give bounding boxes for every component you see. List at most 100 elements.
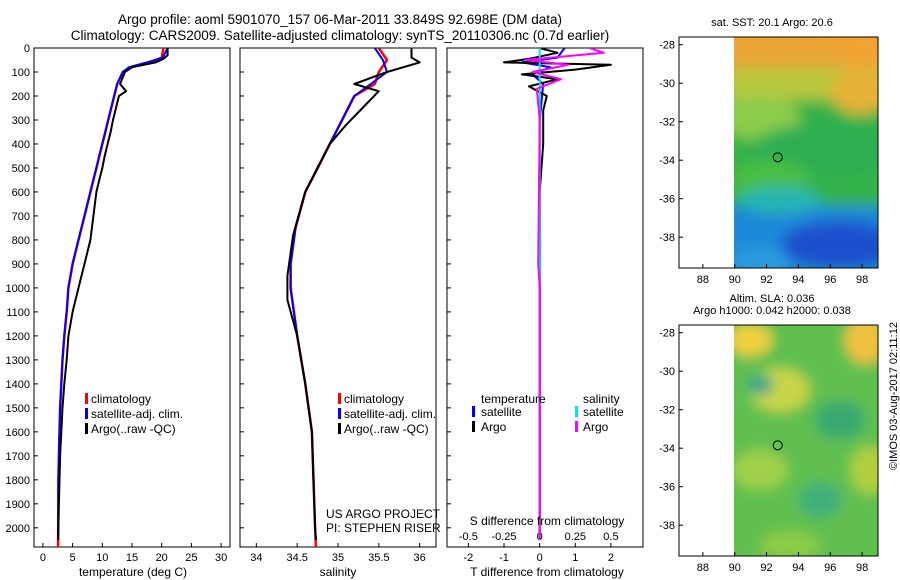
depth-tick-label: 1700	[6, 451, 30, 463]
legend-swatch-t-satellite	[472, 406, 475, 417]
series-argo-raw-qc-	[57, 48, 169, 540]
temperature-axes-frame	[33, 47, 231, 548]
depth-tick-label: 1200	[6, 331, 30, 343]
series-salinity-argo	[524, 48, 605, 540]
map-x-tick-label: 92	[760, 562, 772, 574]
depth-tick-label: 1400	[6, 379, 30, 391]
depth-tick-label: 900	[12, 259, 30, 271]
legend-label-satellite: satellite-adj. clim.	[91, 407, 183, 421]
x-tick-label: 35	[332, 552, 344, 564]
salinity-axes-frame	[239, 47, 437, 548]
map-x-tick-label: 98	[856, 274, 868, 286]
argo-location-marker	[772, 440, 783, 451]
difference-x-ticks: -2 -1 0 1 2	[447, 47, 614, 564]
map-x-tick-label: 92	[760, 274, 772, 286]
map-x-tick-label: 96	[824, 274, 836, 286]
map-x-tick-label: 88	[697, 562, 709, 574]
x-tick-label: 10	[96, 552, 108, 564]
map-x-tick-label: 94	[792, 562, 804, 574]
legend-swatch-climatology	[338, 393, 341, 404]
sst-map-title: sat. SST: 20.1 Argo: 20.6	[711, 17, 833, 29]
legend-swatch-satellite	[85, 408, 88, 419]
legend-label-argo: Argo(..raw -QC)	[91, 422, 176, 436]
figure-title-line1: Argo profile: aoml 5901070_157 06-Mar-20…	[117, 12, 563, 27]
depth-tick-label: 1900	[6, 499, 30, 511]
x-tick-label: 5	[70, 552, 76, 564]
sla-map-panel: Altim. SLA: 0.036 Argo h1000: 0.042 h200…	[659, 293, 879, 574]
depth-tick-label: 700	[12, 211, 30, 223]
depth-tick-label: 400	[12, 139, 30, 151]
map-x-tick-label: 90	[729, 274, 741, 286]
depth-tick-label: 1800	[6, 475, 30, 487]
salinity-panel: 34 34.5 35 35.5 36 salinity climatology sate…	[239, 47, 441, 579]
temperature-lines	[56, 48, 169, 547]
depth-tick-label: 800	[12, 235, 30, 247]
sla-map-frame	[678, 324, 879, 557]
legend-swatch-t-argo	[472, 421, 475, 432]
x-tick-label: 35.5	[368, 552, 389, 564]
difference-xlabel: T difference from climatology	[470, 565, 624, 579]
temperature-depth-ticks: 0 100 200 300 400 500 600 700 800 900 1000 1100 1200…	[6, 43, 38, 535]
map-y-tick-label: -30	[659, 78, 675, 90]
map-y-tick-label: -38	[659, 232, 675, 244]
legend-swatch-s-argo	[575, 421, 578, 432]
x-tick-label: 34	[250, 552, 262, 564]
difference-top-xlabel: S difference from climatology	[470, 514, 625, 528]
s-diff-tick-label: 0.5	[603, 531, 618, 543]
x-tick-label: 15	[126, 552, 138, 564]
map-y-tick-label: -36	[659, 194, 675, 206]
salinity-depth-ticks	[240, 47, 244, 529]
legend-swatch-argo	[338, 423, 341, 434]
depth-tick-label: 2000	[6, 523, 30, 535]
map-y-tick-label: -34	[659, 443, 675, 455]
credit-project: US ARGO PROJECT	[326, 507, 441, 521]
sst-map-frame	[678, 36, 879, 269]
map-x-tick-label: 94	[792, 274, 804, 286]
depth-tick-label: 1300	[6, 355, 30, 367]
series-argo-raw-qc-	[286, 48, 421, 540]
x-tick-label: 0	[537, 552, 543, 564]
sla-map-title-line1: Altim. SLA: 0.036	[730, 293, 815, 305]
depth-tick-label: 100	[12, 67, 30, 79]
s-diff-tick-label: -0.25	[491, 531, 516, 543]
difference-legend: temperature salinity satellite Argo sate…	[472, 392, 624, 434]
difference-lines	[503, 48, 612, 540]
x-tick-label: 25	[185, 552, 197, 564]
difference-panel: -2 -1 0 1 2 -0.5 -0.25 0 0.25 0.5 T difference f…	[446, 47, 644, 579]
depth-tick-label: 600	[12, 187, 30, 199]
map-x-tick-label: 96	[824, 562, 836, 574]
legend-label-climatology: climatology	[91, 392, 151, 406]
sst-map-ticks: 88 90 92 94 96 98 -28 -30 -32 -34 -36 -38	[659, 40, 868, 286]
x-tick-label: -1	[499, 552, 509, 564]
map-y-tick-label: -38	[659, 520, 675, 532]
difference-top-x-ticks: -0.5 -0.25 0 0.25 0.5	[459, 531, 619, 543]
credit-pi: PI: STEPHEN RISER	[326, 521, 441, 535]
map-y-tick-label: -30	[659, 366, 675, 378]
sla-field	[734, 325, 878, 556]
map-y-tick-label: -36	[659, 482, 675, 494]
map-x-tick-label: 98	[856, 562, 868, 574]
sla-map-ticks: 88 90 92 94 96 98 -28 -30 -32 -34 -36 -38	[659, 328, 868, 574]
salinity-lines	[286, 48, 421, 547]
salinity-legend: climatology satellite-adj. clim. Argo(..…	[338, 392, 436, 436]
depth-tick-label: 1100	[6, 307, 30, 319]
salinity-x-ticks: 34 34.5 35 35.5 36	[250, 543, 426, 564]
legend-swatch-climatology	[85, 393, 88, 404]
legend-temperature-heading: temperature	[481, 392, 546, 406]
salinity-xlabel: salinity	[320, 565, 357, 579]
x-tick-label: 36	[414, 552, 426, 564]
legend-swatch-s-satellite	[575, 406, 578, 417]
depth-tick-label: 1600	[6, 427, 30, 439]
x-tick-label: 34.5	[286, 552, 307, 564]
map-y-tick-label: -28	[659, 328, 675, 340]
imos-timestamp: ©IMOS 03-Aug-2017 02:11:12	[888, 322, 900, 470]
temperature-panel: 0100200300400500600700800900100011001200…	[6, 43, 231, 579]
legend-label-s-argo: Argo	[583, 420, 609, 434]
series-satellite-adj-clim-	[57, 48, 169, 540]
depth-tick-label: 200	[12, 91, 30, 103]
legend-swatch-argo	[85, 423, 88, 434]
map-y-tick-label: -32	[659, 117, 675, 129]
sla-map-title-line2: Argo h1000: 0.042 h2000: 0.038	[693, 305, 851, 317]
legend-salinity-heading: salinity	[583, 392, 620, 406]
